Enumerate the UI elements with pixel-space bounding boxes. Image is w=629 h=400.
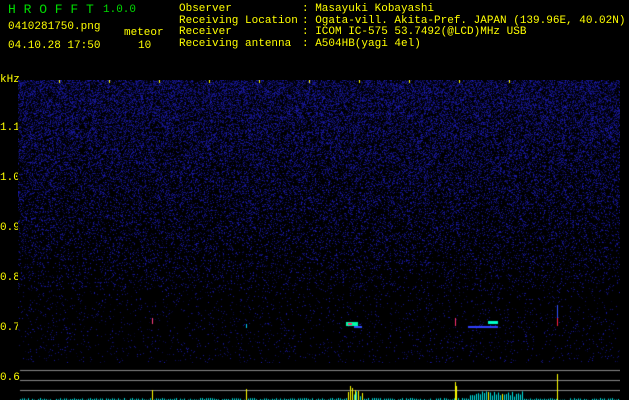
y-tick-label: 1.0 [0,172,20,184]
y-unit: kHz [0,74,20,86]
info-value: : ICOM IC-575 53.7492(@LCD)MHz USB [302,26,527,38]
datetime: 04.10.28 17:50 [8,40,101,52]
y-tick-label: 1.1 [0,122,20,134]
app-version: 1.0.0 [103,4,137,16]
meteor-count: 10 [138,40,152,52]
info-label: Receiving antenna [179,37,292,50]
app-title: H R O F F T [8,2,94,17]
signal-strength-panel [18,366,620,400]
info-value: : A504HB(yagi 4el) [302,37,421,50]
y-tick-label: 0.7 [0,322,20,334]
y-tick-label: 0.6 [0,372,20,384]
info-label: Observer [179,3,232,15]
spectrogram [18,80,620,363]
info-label: Receiving Location [179,14,298,27]
y-tick-label: 0.9 [0,222,20,234]
info-label: Receiver [179,26,232,38]
y-tick-label: 0.8 [0,272,20,284]
info-value: : Masayuki Kobayashi [302,3,435,15]
meteor-label: meteor [124,27,164,39]
file-name: 0410281750.png [8,21,101,33]
info-value: : Ogata-vill. Akita-Pref. JAPAN (139.96E… [302,14,626,27]
